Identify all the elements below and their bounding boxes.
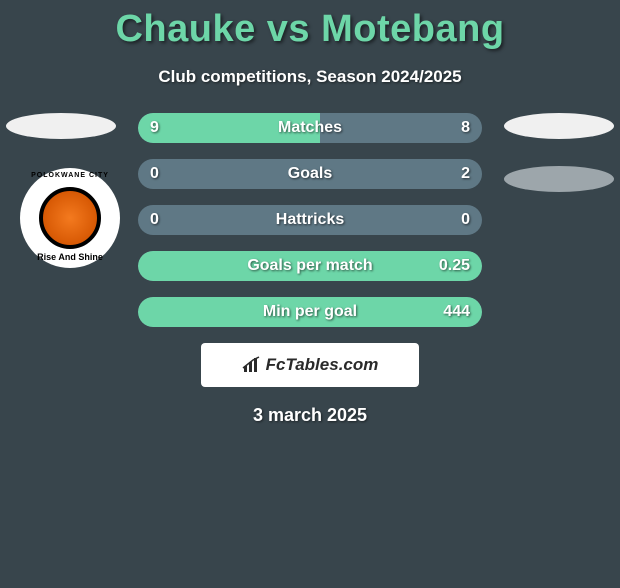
- badge-ring-text-bottom: Rise And Shine: [20, 252, 120, 262]
- stat-val-left: 9: [150, 119, 159, 137]
- bar-chart-icon: [242, 356, 264, 374]
- source-text: FcTables.com: [266, 355, 379, 375]
- stat-label: Matches: [278, 119, 342, 137]
- stat-val-right: 2: [461, 165, 470, 183]
- stat-bar-row: 0 Hattricks 0: [138, 205, 482, 235]
- page-title: Chauke vs Motebang: [0, 8, 620, 51]
- club-badge: POLOKWANE CITY Rise And Shine: [20, 168, 120, 268]
- ellipse-right-1: [504, 113, 614, 139]
- badge-ring-text-top: POLOKWANE CITY: [20, 172, 120, 179]
- source-badge: FcTables.com: [201, 343, 419, 387]
- stat-val-left: 0: [150, 211, 159, 229]
- stat-bar-row: Goals per match 0.25: [138, 251, 482, 281]
- ellipse-right-2: [504, 166, 614, 192]
- stat-val-left: 0: [150, 165, 159, 183]
- stat-label: Goals per match: [247, 257, 372, 275]
- stats-area: POLOKWANE CITY Rise And Shine 9 Matches 8 0…: [0, 113, 620, 327]
- stat-val-right: 0: [461, 211, 470, 229]
- subtitle: Club competitions, Season 2024/2025: [0, 67, 620, 87]
- stat-val-right: 8: [461, 119, 470, 137]
- stat-bar-row: 9 Matches 8: [138, 113, 482, 143]
- ellipse-left-1: [6, 113, 116, 139]
- stat-bar-row: 0 Goals 2: [138, 159, 482, 189]
- stat-val-right: 0.25: [439, 257, 470, 275]
- stat-bar-row: Min per goal 444: [138, 297, 482, 327]
- stat-label: Hattricks: [276, 211, 344, 229]
- date-label: 3 march 2025: [0, 405, 620, 426]
- stat-label: Goals: [288, 165, 332, 183]
- stat-bars: 9 Matches 8 0 Goals 2 0 Hattricks 0 Goals per mat…: [138, 113, 482, 327]
- stat-val-right: 444: [443, 303, 470, 321]
- stat-label: Min per goal: [263, 303, 357, 321]
